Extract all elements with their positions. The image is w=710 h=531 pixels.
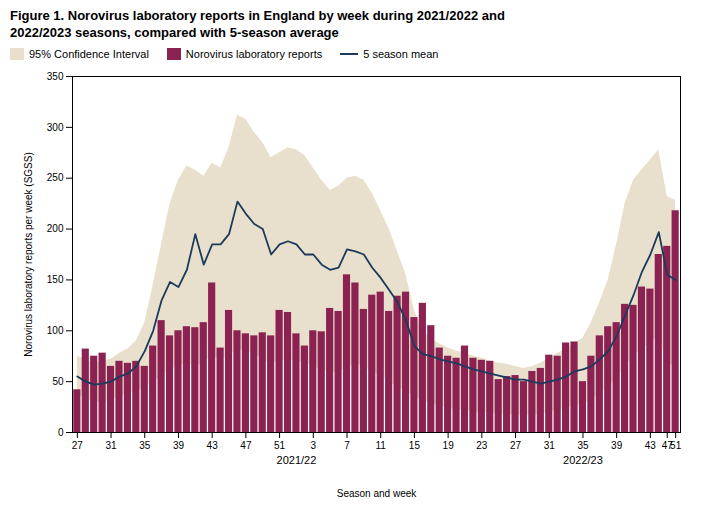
svg-text:19: 19 (443, 439, 455, 450)
svg-text:31: 31 (544, 439, 556, 450)
svg-text:7: 7 (344, 439, 350, 450)
html-text:5 season mean: 5 season mean (363, 47, 439, 60)
svg-text:350: 350 (47, 70, 64, 81)
svg-text:39: 39 (173, 439, 185, 450)
svg-text:39: 39 (611, 439, 623, 450)
html-text:95% Confidence Interval: 95% Confidence Interval (29, 47, 149, 60)
svg-text:2021/22: 2021/22 (277, 454, 317, 466)
svg-text:Season and week: Season and week (337, 487, 418, 498)
svg-text:50: 50 (52, 376, 64, 387)
svg-text:43: 43 (207, 439, 219, 450)
svg-text:Norovirus laboratory reports p: Norovirus laboratory reports per week (S… (23, 152, 34, 357)
svg-text:250: 250 (47, 172, 64, 183)
svg-text:47: 47 (240, 439, 252, 450)
svg-text:150: 150 (47, 274, 64, 285)
svg-text:31: 31 (105, 439, 117, 450)
svg-text:11: 11 (376, 439, 387, 450)
svg-text:51: 51 (670, 439, 682, 450)
svg-text:300: 300 (47, 121, 64, 132)
svg-text:47: 47 (661, 439, 673, 451)
svg-text:15: 15 (409, 439, 421, 450)
svg-text:35: 35 (577, 439, 589, 450)
svg-text:35: 35 (139, 439, 151, 450)
svg-text:27: 27 (72, 439, 84, 450)
svg-text:100: 100 (47, 325, 64, 336)
html-text:Figure 1. Norovirus laboratory: Figure 1. Norovirus laboratory reports i… (10, 8, 505, 40)
html-text:Norovirus laboratory reports: Norovirus laboratory reports (185, 47, 323, 60)
svg-text:23: 23 (476, 439, 488, 450)
svg-text:43: 43 (645, 439, 657, 450)
svg-text:2022/23: 2022/23 (563, 454, 603, 466)
svg-text:3: 3 (311, 439, 317, 450)
svg-text:51: 51 (274, 439, 286, 450)
svg-text:200: 200 (47, 223, 64, 234)
svg-text:27: 27 (510, 439, 522, 450)
svg-text:0: 0 (58, 426, 64, 437)
